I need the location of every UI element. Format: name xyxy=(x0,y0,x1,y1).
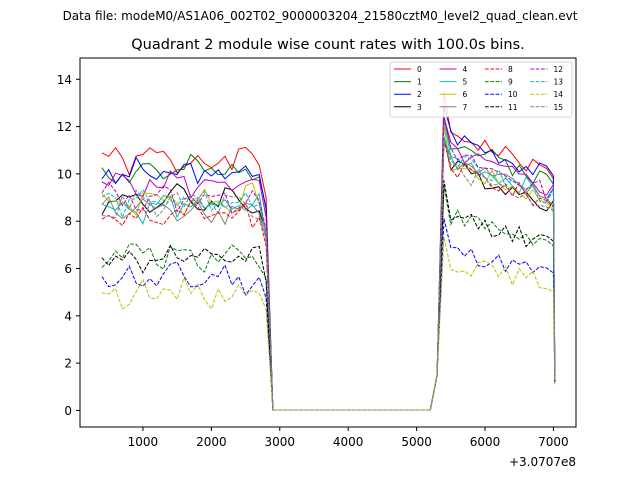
x-axis: 1000 2000 3000 4000 5000 6000 7000 xyxy=(128,427,569,449)
legend-label-14: 14 xyxy=(554,90,564,99)
series-line-9 xyxy=(101,186,556,411)
x-tick-label: 4000 xyxy=(333,435,364,449)
x-tick-label: 1000 xyxy=(128,435,159,449)
legend-label-6: 6 xyxy=(463,90,468,99)
y-tick-label: 2 xyxy=(64,357,72,371)
y-tick-label: 4 xyxy=(64,309,72,323)
legend-label-11: 11 xyxy=(508,103,518,112)
legend-label-2: 2 xyxy=(417,90,422,99)
legend-label-10: 10 xyxy=(508,90,518,99)
legend-label-12: 12 xyxy=(554,65,564,74)
legend-label-8: 8 xyxy=(508,65,513,74)
legend-label-15: 15 xyxy=(554,103,564,112)
plot-area xyxy=(80,58,576,427)
legend-label-0: 0 xyxy=(417,65,422,74)
y-tick-label: 0 xyxy=(64,404,72,418)
y-tick-label: 6 xyxy=(64,262,72,276)
x-tick-label: 7000 xyxy=(538,435,569,449)
x-tick-label: 6000 xyxy=(470,435,501,449)
y-tick-label: 12 xyxy=(57,120,72,134)
plot-frame xyxy=(79,57,577,428)
y-tick-label: 10 xyxy=(57,167,72,181)
legend-label-4: 4 xyxy=(463,65,468,74)
legend-label-7: 7 xyxy=(463,103,468,112)
legend-label-9: 9 xyxy=(508,78,513,87)
x-tick-label: 2000 xyxy=(196,435,227,449)
series-lines xyxy=(101,91,556,411)
chart-title: Quadrant 2 module wise count rates with … xyxy=(131,37,525,53)
legend-label-13: 13 xyxy=(554,78,564,87)
x-tick-label: 5000 xyxy=(401,435,432,449)
x-tick-label: 3000 xyxy=(264,435,295,449)
legend-label-3: 3 xyxy=(417,103,422,112)
y-axis: 0 2 4 6 8 10 12 14 xyxy=(57,73,80,418)
legend-box xyxy=(389,61,573,118)
legend-label-1: 1 xyxy=(417,78,422,87)
y-tick-label: 8 xyxy=(64,215,72,229)
y-tick-label: 14 xyxy=(57,73,72,87)
suptitle: Data file: modeM0/AS1A06_002T02_90000032… xyxy=(63,9,578,23)
series-line-15 xyxy=(101,140,556,411)
legend-label-5: 5 xyxy=(463,78,468,87)
x-offset-label: +3.0707e8 xyxy=(509,455,576,469)
